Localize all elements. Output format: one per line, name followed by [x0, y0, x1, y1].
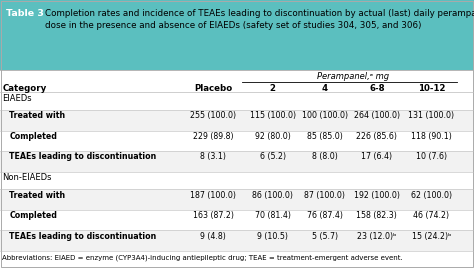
Text: Table 3: Table 3	[6, 9, 44, 18]
Text: 2: 2	[270, 84, 275, 94]
Text: 229 (89.8): 229 (89.8)	[193, 132, 234, 141]
Text: 5 (5.7): 5 (5.7)	[312, 232, 337, 241]
Text: 17 (6.4): 17 (6.4)	[361, 152, 392, 162]
Text: 86 (100.0): 86 (100.0)	[252, 191, 293, 200]
Text: 187 (100.0): 187 (100.0)	[191, 191, 236, 200]
Text: 163 (87.2): 163 (87.2)	[193, 211, 234, 220]
Text: 192 (100.0): 192 (100.0)	[354, 191, 400, 200]
Text: 8 (8.0): 8 (8.0)	[312, 152, 337, 162]
Text: Treated with: Treated with	[9, 111, 65, 120]
Text: 264 (100.0): 264 (100.0)	[354, 111, 400, 120]
Text: 15 (24.2)ᵇ: 15 (24.2)ᵇ	[411, 232, 451, 241]
FancyBboxPatch shape	[0, 230, 474, 251]
Text: 115 (100.0): 115 (100.0)	[249, 111, 296, 120]
Text: Perampanel,ᵃ mg: Perampanel,ᵃ mg	[317, 72, 389, 81]
Text: 9 (4.8): 9 (4.8)	[201, 232, 226, 241]
Text: 131 (100.0): 131 (100.0)	[408, 111, 455, 120]
Text: TEAEs leading to discontinuation: TEAEs leading to discontinuation	[9, 232, 157, 241]
Text: 6-8: 6-8	[369, 84, 384, 94]
Text: 46 (74.2): 46 (74.2)	[413, 211, 449, 220]
Text: TEAEs leading to discontinuation: TEAEs leading to discontinuation	[9, 152, 157, 162]
Text: 6 (5.2): 6 (5.2)	[260, 152, 285, 162]
Text: 8 (3.1): 8 (3.1)	[201, 152, 226, 162]
FancyBboxPatch shape	[0, 70, 474, 268]
FancyBboxPatch shape	[0, 0, 474, 70]
Text: 92 (80.0): 92 (80.0)	[255, 132, 291, 141]
Text: 100 (100.0): 100 (100.0)	[301, 111, 348, 120]
FancyBboxPatch shape	[0, 151, 474, 172]
FancyBboxPatch shape	[0, 189, 474, 210]
Text: 87 (100.0): 87 (100.0)	[304, 191, 345, 200]
Text: 10 (7.6): 10 (7.6)	[416, 152, 447, 162]
Text: Category: Category	[2, 84, 46, 94]
Text: 85 (85.0): 85 (85.0)	[307, 132, 343, 141]
Text: Abbreviations: EIAED = enzyme (CYP3A4)-inducing antiepileptic drug; TEAE = treat: Abbreviations: EIAED = enzyme (CYP3A4)-i…	[2, 254, 403, 261]
Text: 118 (90.1): 118 (90.1)	[411, 132, 452, 141]
Text: EIAEDs: EIAEDs	[2, 94, 32, 103]
FancyBboxPatch shape	[0, 210, 474, 230]
Text: 158 (82.3): 158 (82.3)	[356, 211, 397, 220]
Text: 76 (87.4): 76 (87.4)	[307, 211, 343, 220]
Text: Completed: Completed	[9, 132, 57, 141]
Text: 9 (10.5): 9 (10.5)	[257, 232, 288, 241]
Text: Treated with: Treated with	[9, 191, 65, 200]
Text: 255 (100.0): 255 (100.0)	[190, 111, 237, 120]
Text: 10-12: 10-12	[418, 84, 445, 94]
Text: Data are n (%). EIAEDs include carbamazepine, oxcarbazepine, or phenytoin.: Data are n (%). EIAEDs include carbamaze…	[2, 267, 273, 268]
Text: 23 (12.0)ᵇ: 23 (12.0)ᵇ	[357, 232, 397, 241]
FancyBboxPatch shape	[0, 131, 474, 151]
Text: 70 (81.4): 70 (81.4)	[255, 211, 291, 220]
Text: Placebo: Placebo	[194, 84, 232, 94]
Text: 226 (85.6): 226 (85.6)	[356, 132, 397, 141]
Text: Completion rates and incidence of TEAEs leading to discontinuation by actual (la: Completion rates and incidence of TEAEs …	[45, 9, 474, 30]
Text: Non-EIAEDs: Non-EIAEDs	[2, 173, 52, 182]
Text: 62 (100.0): 62 (100.0)	[411, 191, 452, 200]
FancyBboxPatch shape	[0, 110, 474, 131]
Text: Completed: Completed	[9, 211, 57, 220]
Text: 4: 4	[322, 84, 328, 94]
